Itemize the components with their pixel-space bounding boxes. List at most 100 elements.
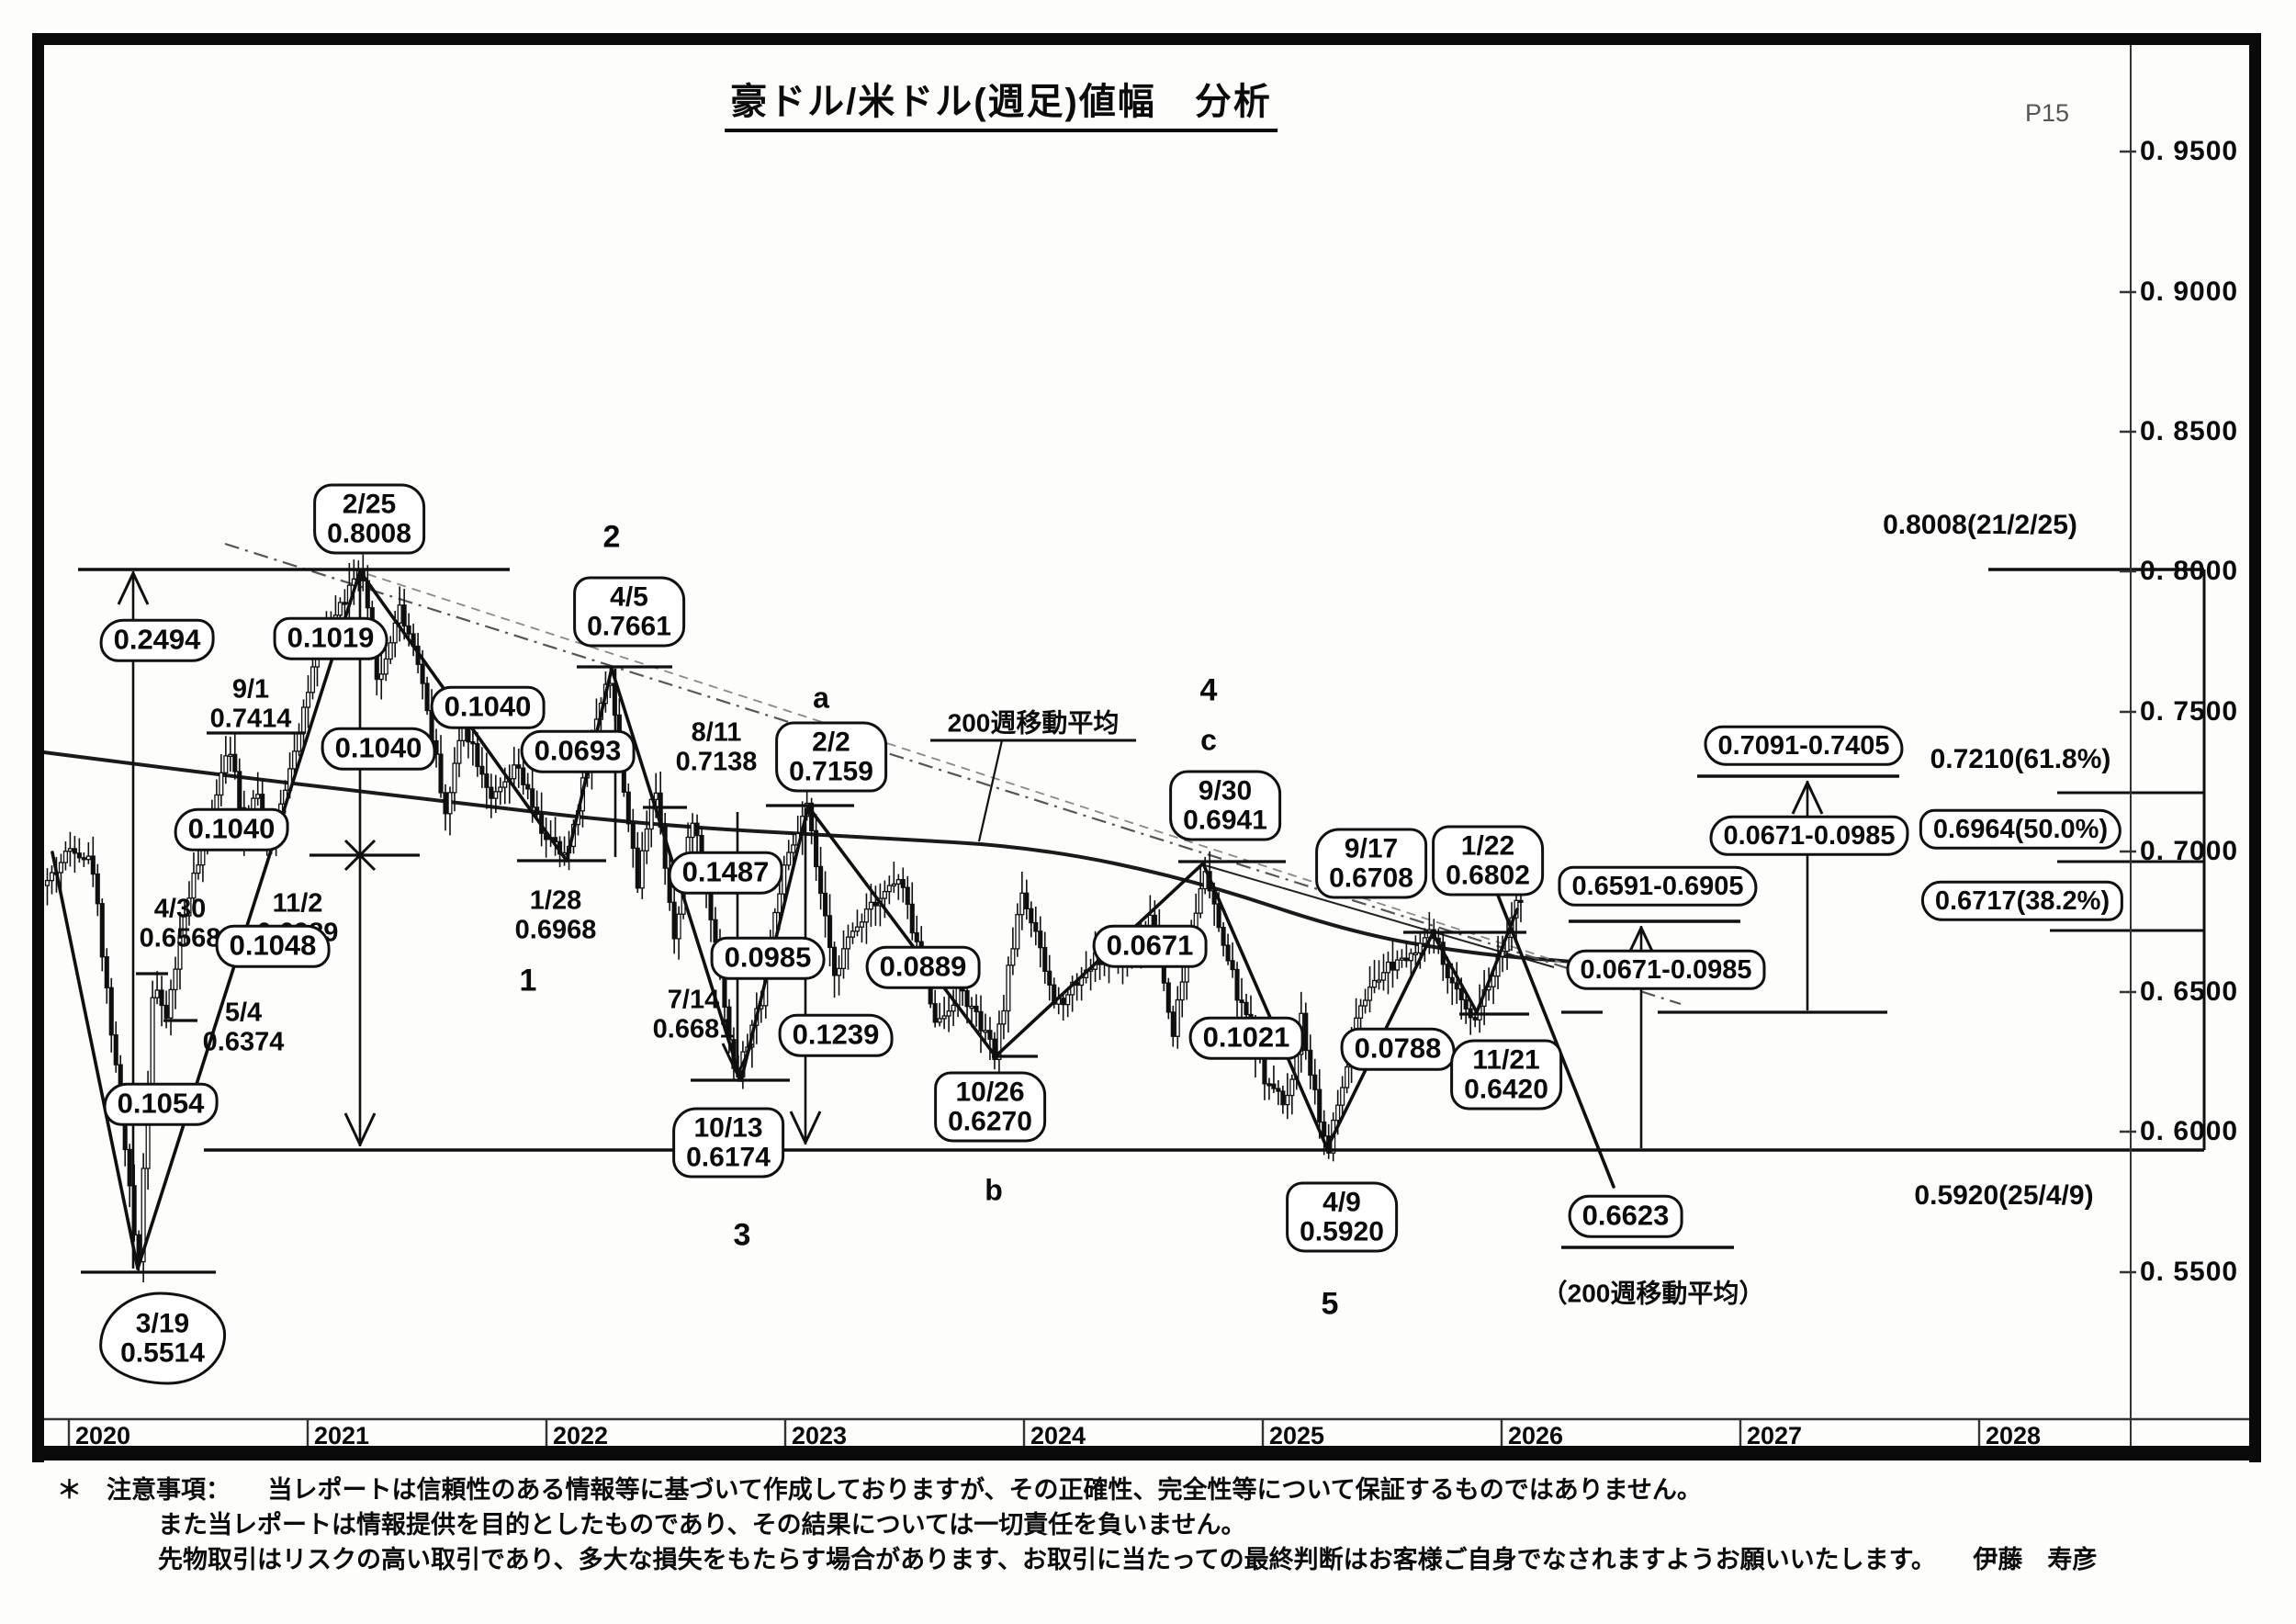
candle-body <box>914 931 919 942</box>
price-bubble: 0.0985 <box>710 936 826 980</box>
arrowhead <box>789 1111 807 1144</box>
candle-body <box>676 913 681 940</box>
candle-body <box>854 926 861 932</box>
candle-body <box>1289 1078 1295 1097</box>
candle-body <box>163 1004 169 1019</box>
candle-body <box>1380 972 1387 981</box>
x-year-label: 2026 <box>1508 1422 1564 1449</box>
frame-top <box>32 33 2261 45</box>
price-bubble: 11/21 0.6420 <box>1450 1039 1562 1111</box>
disclaimer-line-2: また当レポートは情報提供を目的としたものであり、その結果については一切責任を負い… <box>158 1511 1246 1539</box>
x-year-label: 2027 <box>1747 1422 1803 1449</box>
candle-body <box>946 1010 951 1017</box>
price-bubble: 0.0693 <box>520 729 636 773</box>
price-bubble: 0.1040 <box>174 807 289 851</box>
price-bubble: 0.1040 <box>430 685 546 729</box>
price-bubble: 1/22 0.6802 <box>1432 825 1544 897</box>
candle-body <box>85 855 91 861</box>
candle-body <box>1230 960 1235 971</box>
candle-body <box>836 967 842 976</box>
candle-body <box>292 750 298 770</box>
frame-left <box>32 33 44 1462</box>
candle-body <box>809 802 815 832</box>
candle-body <box>941 1015 947 1020</box>
candle-body <box>493 791 499 799</box>
candle-body <box>342 602 347 605</box>
arrowhead <box>736 1043 754 1076</box>
pivot-label: 5/4 0.6374 <box>202 998 285 1057</box>
candle-body <box>182 915 187 938</box>
pivot-label: 1/28 0.6968 <box>514 885 597 945</box>
zigzag-line <box>51 851 140 1270</box>
candle-body <box>987 1030 993 1040</box>
zigzag-line <box>1488 873 1615 1189</box>
candle-body <box>475 742 480 768</box>
candle-body <box>891 883 896 887</box>
candle-body <box>447 792 453 815</box>
candle-body <box>1165 982 1171 1013</box>
candle-body <box>525 784 531 790</box>
candle-body <box>1010 948 1016 966</box>
candle-body <box>498 786 503 793</box>
candle-body <box>484 773 490 788</box>
price-bubble: 10/13 0.6174 <box>672 1107 784 1179</box>
candle-body <box>996 1023 1002 1061</box>
candle-body <box>974 1005 979 1013</box>
candle-body <box>1179 981 1185 1001</box>
arrowhead <box>1806 782 1824 815</box>
candle-body <box>535 806 540 816</box>
candle-body <box>186 897 192 917</box>
zigzag-line <box>806 805 997 1058</box>
candle-body <box>886 885 892 893</box>
candle-body <box>1266 1083 1272 1087</box>
arrowhead <box>804 1111 822 1144</box>
candle-body <box>1042 946 1048 972</box>
price-bubble: 0.1019 <box>273 616 388 660</box>
candle-body <box>1358 1005 1364 1019</box>
candle-body <box>1061 998 1066 1006</box>
candle-body <box>1216 903 1221 929</box>
candle-body <box>827 915 833 949</box>
pivot-label: 0.8008(21/2/25) <box>1883 510 2077 541</box>
candle-body <box>1047 970 1052 986</box>
candle-body <box>154 989 160 998</box>
ma-200w-curve <box>35 750 1574 964</box>
level-line <box>977 739 1004 842</box>
candle-body <box>653 792 658 800</box>
candle-body <box>786 851 792 866</box>
candle-body <box>644 828 649 851</box>
candle-body <box>859 921 864 928</box>
candle-body <box>406 625 411 635</box>
x-year-label: 2025 <box>1269 1422 1325 1449</box>
candle-body <box>1285 1094 1290 1106</box>
candle-body <box>978 1010 984 1032</box>
candle-body <box>1376 979 1382 983</box>
price-bubble: 2/2 0.7159 <box>775 721 887 793</box>
candle-body <box>1038 930 1043 949</box>
candle-body <box>932 1003 938 1023</box>
x-year-label: 2020 <box>75 1422 131 1449</box>
price-bubble: 0.0671-0.0985 <box>1709 815 1909 857</box>
x-year-label: 2021 <box>314 1422 370 1449</box>
candle-body <box>516 764 522 769</box>
y-axis-label: 0. 6500 <box>2140 976 2239 1007</box>
candle-body <box>937 1018 942 1023</box>
candle-body <box>1458 987 1464 1001</box>
price-bubble: 0.1054 <box>103 1082 219 1126</box>
candle-body <box>777 893 782 914</box>
candle-body <box>392 622 398 644</box>
candle-body <box>502 781 508 788</box>
candle-body <box>1445 964 1450 979</box>
candle-body <box>964 990 970 1008</box>
candle-body <box>850 930 856 938</box>
candle-body <box>141 1167 146 1263</box>
wave-label: 3 <box>733 1217 751 1253</box>
candle-body <box>1001 1009 1007 1025</box>
candle-body <box>969 1005 974 1009</box>
candle-body <box>479 765 485 775</box>
candle-body <box>1408 953 1413 962</box>
candle-body <box>232 753 238 773</box>
trendline-solid <box>1204 864 1555 968</box>
candle-body <box>1449 976 1455 984</box>
